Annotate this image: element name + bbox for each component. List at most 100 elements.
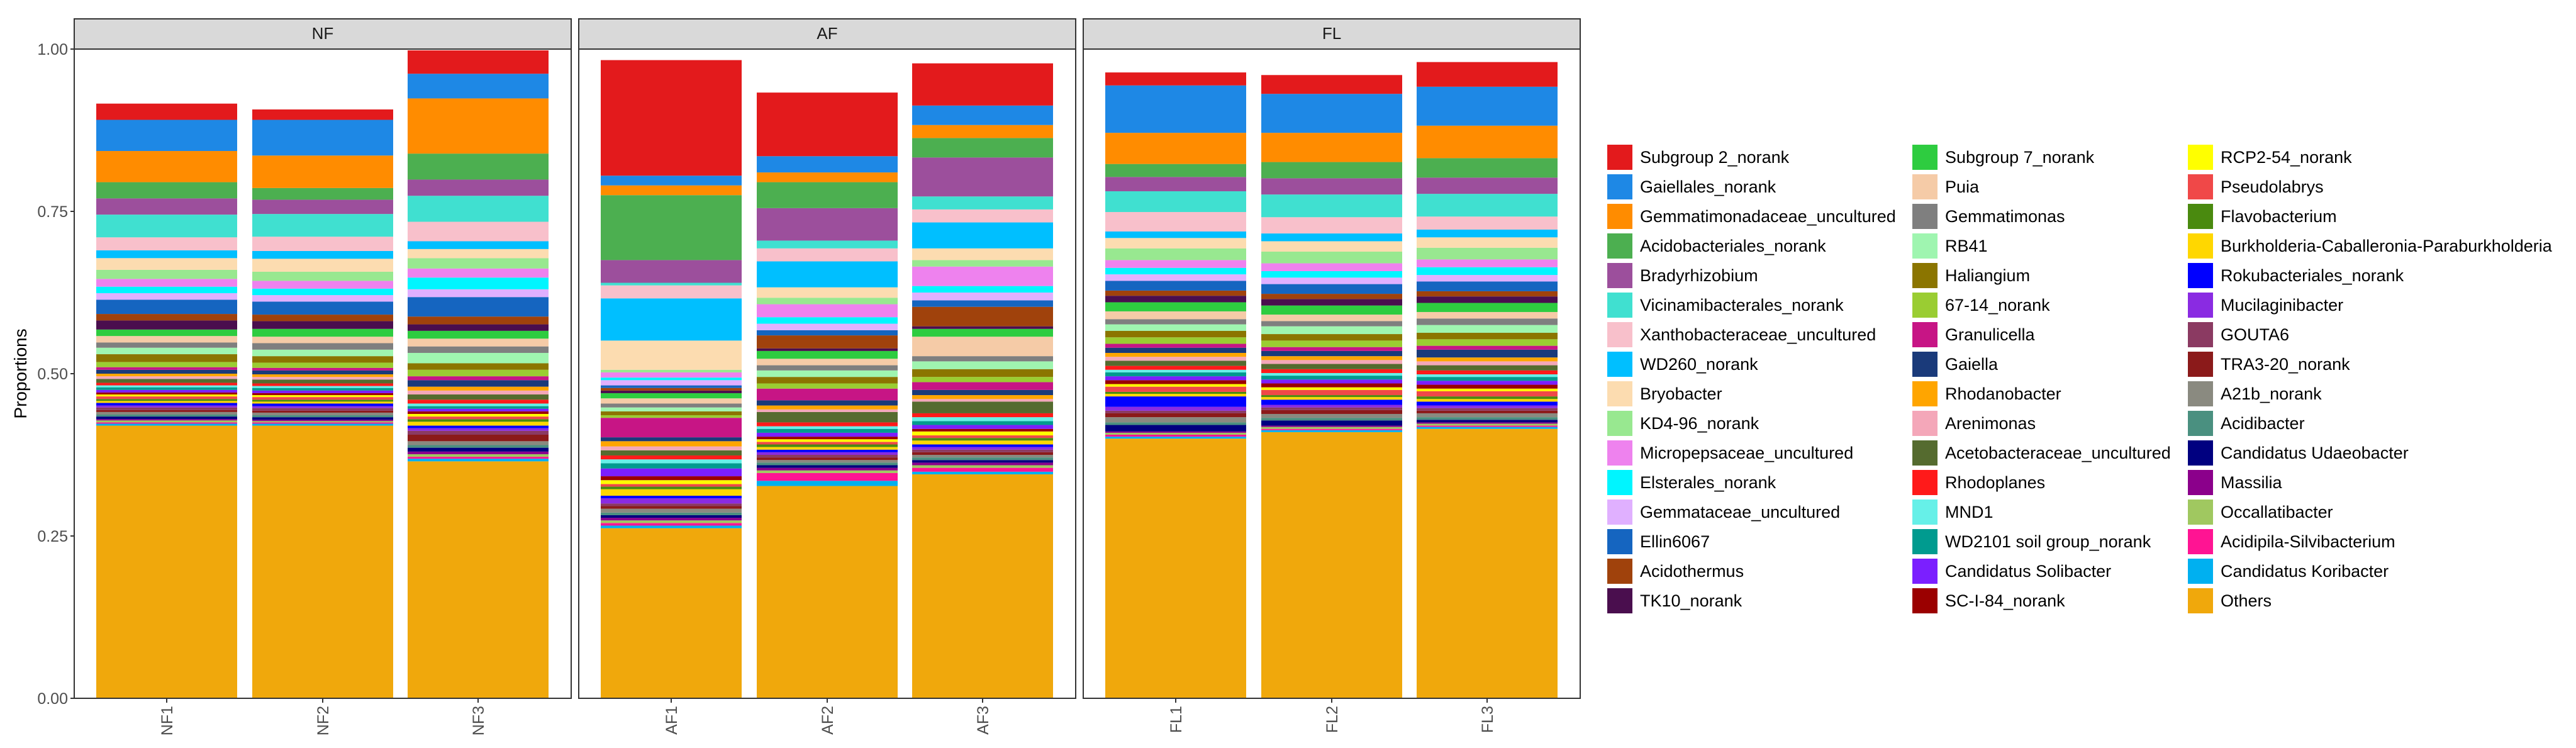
bar-segment: [408, 196, 549, 222]
bar-segment: [408, 346, 549, 353]
bar-segment: [1261, 387, 1402, 390]
bar-segment: [408, 277, 549, 289]
legend-label: SC-I-84_norank: [1945, 591, 2065, 610]
bar-segment: [252, 417, 393, 420]
bar-segment: [408, 428, 549, 431]
bar-segment: [912, 300, 1053, 307]
legend-label: RB41: [1945, 237, 1988, 255]
legend-label: Bryobacter: [1640, 384, 1722, 403]
bar-segment: [757, 317, 898, 324]
bar-segment: [601, 486, 742, 489]
bar-segment: [408, 268, 549, 278]
bar-segment: [1261, 347, 1402, 351]
bar-segment: [1261, 350, 1402, 357]
bar-segment: [1261, 326, 1402, 335]
bar-segment: [601, 298, 742, 341]
bar-segment: [1417, 158, 1558, 178]
facet-strip: [74, 18, 572, 50]
bar-segment: [757, 359, 898, 366]
bar-segment: [601, 195, 742, 260]
bar-segment: [1105, 393, 1246, 397]
bar-segment: [96, 423, 237, 426]
bar-segment: [96, 237, 237, 250]
bar-segment: [1417, 377, 1558, 381]
bar-segment: [96, 385, 237, 388]
bar-segment: [757, 439, 898, 442]
bar-segment: [252, 421, 393, 423]
bar-segment: [1417, 229, 1558, 238]
bar-segment: [1417, 428, 1558, 698]
legend-key: [2188, 411, 2213, 436]
bar-segment: [1417, 247, 1558, 260]
bar-segment: [1417, 216, 1558, 230]
legend-key: [1912, 352, 1938, 377]
x-tick-label: NF1: [159, 706, 176, 735]
bar-segment: [912, 196, 1053, 209]
bar-segment: [1261, 425, 1402, 427]
bar-segment: [1261, 241, 1402, 252]
bar-segment: [1261, 277, 1402, 284]
bar-segment: [1417, 259, 1558, 267]
bar-segment: [601, 437, 742, 442]
legend-key: [2188, 263, 2213, 288]
legend-label: Acidipila-Silvibacterium: [2221, 532, 2395, 551]
bar-segment: [1417, 388, 1558, 391]
bar-segment: [912, 361, 1053, 369]
bar-segment: [408, 338, 549, 347]
bar-segment: [757, 370, 898, 377]
bar-segment: [1261, 75, 1402, 94]
bar-segment: [408, 430, 549, 435]
facet-strip-label: FL: [1322, 24, 1341, 43]
legend-key: [2188, 233, 2213, 259]
bar-segment: [1105, 438, 1246, 698]
legend-label: Bradyrhizobium: [1640, 266, 1758, 285]
x-tick-label: AF3: [974, 706, 992, 735]
bar-segment: [96, 411, 237, 415]
bar-segment: [252, 109, 393, 120]
bar-segment: [1261, 430, 1402, 432]
bar-segment: [252, 412, 393, 416]
bar-segment: [252, 187, 393, 200]
bar-segment: [1261, 432, 1402, 698]
bar-segment: [408, 390, 549, 395]
legend-label: Puia: [1945, 177, 1980, 196]
bar-segment: [757, 465, 898, 468]
bar-segment: [96, 103, 237, 120]
bar-segment: [1261, 233, 1402, 242]
bar-segment: [601, 369, 742, 372]
bar-segment: [912, 377, 1053, 382]
bar-segment: [1105, 324, 1246, 331]
bar-segment: [96, 250, 237, 259]
bar-segment: [1105, 248, 1246, 260]
bar-segment: [912, 328, 1053, 337]
bar-segment: [912, 125, 1053, 138]
y-tick-label: 1.00: [37, 41, 68, 59]
bar-segment: [1261, 294, 1402, 299]
bar-segment: [601, 455, 742, 460]
bar-segment: [252, 356, 393, 363]
bar-segment: [1105, 133, 1246, 164]
bar-segment: [1105, 212, 1246, 232]
bar-segment: [252, 415, 393, 418]
bar-segment: [757, 365, 898, 371]
legend-label: Others: [2221, 591, 2272, 610]
bar-segment: [912, 105, 1053, 125]
bar-segment: [252, 237, 393, 251]
bar-segment: [1417, 275, 1558, 282]
bar-segment: [1261, 162, 1402, 179]
bar-segment: [408, 447, 549, 452]
bar-segment: [408, 221, 549, 242]
bar-segment: [1105, 396, 1246, 407]
legend-label: Flavobacterium: [2221, 207, 2337, 226]
legend-key: [1607, 529, 1632, 554]
legend-key: [1607, 233, 1632, 259]
bar-segment: [1105, 311, 1246, 320]
bar-segment: [96, 394, 237, 397]
bar-segment: [96, 410, 237, 412]
legend-key: [2188, 559, 2213, 584]
legend-label: Gemmatimonas: [1945, 207, 2065, 226]
bar-segment: [912, 438, 1053, 441]
legend-label: Burkholderia-Caballeronia-Paraburkholder…: [2221, 237, 2553, 255]
bar-segment: [96, 279, 237, 287]
